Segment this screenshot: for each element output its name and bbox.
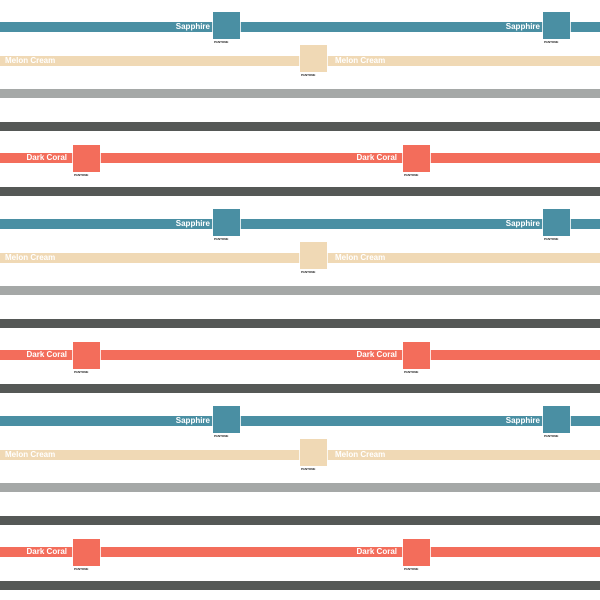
swatch-card [73, 566, 100, 573]
color-name-label: Dark Coral [26, 153, 67, 162]
pantone-brand-label: PANTONE [301, 270, 316, 274]
pantone-swatch [213, 406, 240, 433]
color-name-label: Sapphire [505, 22, 540, 31]
pantone-brand-label: PANTONE [214, 40, 229, 44]
stripe-gray [0, 286, 600, 295]
color-name-label: Sapphire [175, 416, 210, 425]
swatch-card [213, 433, 240, 440]
stripe-charcoal [0, 516, 600, 525]
swatch-card [300, 72, 327, 79]
stripe-gray [0, 89, 600, 98]
pantone-swatch [543, 406, 570, 433]
pantone-swatch [300, 439, 327, 466]
pantone-brand-label: PANTONE [301, 467, 316, 471]
pantone-swatch [73, 145, 100, 172]
pantone-swatch [300, 242, 327, 269]
pantone-swatch [403, 539, 430, 566]
swatch-card [403, 369, 430, 376]
pantone-swatch [213, 209, 240, 236]
color-name-label: Dark Coral [356, 547, 397, 556]
stripe-sapphire [0, 219, 600, 229]
pantone-brand-label: PANTONE [544, 434, 559, 438]
swatch-card [73, 369, 100, 376]
stripe-charcoal [0, 581, 600, 590]
swatch-card [543, 236, 570, 243]
color-name-label: Dark Coral [26, 350, 67, 359]
swatch-card [403, 566, 430, 573]
pantone-swatch [543, 12, 570, 39]
pantone-swatch [300, 45, 327, 72]
pantone-swatch [73, 342, 100, 369]
color-name-label: Melon Cream [5, 253, 56, 262]
color-name-label: Dark Coral [356, 153, 397, 162]
pantone-brand-label: PANTONE [74, 370, 89, 374]
color-name-label: Dark Coral [356, 350, 397, 359]
swatch-card [73, 172, 100, 179]
swatch-card [300, 466, 327, 473]
pantone-brand-label: PANTONE [404, 370, 419, 374]
stripe-charcoal [0, 319, 600, 328]
stripe-charcoal [0, 122, 600, 131]
color-name-label: Melon Cream [335, 450, 386, 459]
color-name-label: Sapphire [175, 219, 210, 228]
color-name-label: Dark Coral [26, 547, 67, 556]
stripe-dark-coral [0, 547, 600, 557]
pantone-swatch [543, 209, 570, 236]
pantone-swatch [73, 539, 100, 566]
color-name-label: Melon Cream [335, 253, 386, 262]
swatch-card [403, 172, 430, 179]
pantone-brand-label: PANTONE [544, 40, 559, 44]
pantone-brand-label: PANTONE [544, 237, 559, 241]
swatch-card [543, 433, 570, 440]
color-name-label: Sapphire [175, 22, 210, 31]
pantone-brand-label: PANTONE [214, 434, 229, 438]
pantone-brand-label: PANTONE [404, 173, 419, 177]
color-name-label: Sapphire [505, 416, 540, 425]
pantone-brand-label: PANTONE [214, 237, 229, 241]
pantone-brand-label: PANTONE [74, 567, 89, 571]
pantone-swatch [213, 12, 240, 39]
stripe-sapphire [0, 22, 600, 32]
stripe-sapphire [0, 416, 600, 426]
pantone-brand-label: PANTONE [74, 173, 89, 177]
stripe-gray [0, 483, 600, 492]
stripe-charcoal [0, 187, 600, 196]
pantone-brand-label: PANTONE [404, 567, 419, 571]
swatch-card [213, 236, 240, 243]
stripe-dark-coral [0, 153, 600, 163]
color-name-label: Melon Cream [5, 450, 56, 459]
pantone-brand-label: PANTONE [301, 73, 316, 77]
swatch-card [543, 39, 570, 46]
color-name-label: Melon Cream [5, 56, 56, 65]
color-name-label: Sapphire [505, 219, 540, 228]
stripe-dark-coral [0, 350, 600, 360]
color-name-label: Melon Cream [335, 56, 386, 65]
pantone-swatch [403, 342, 430, 369]
stripe-charcoal [0, 384, 600, 393]
pantone-swatch [403, 145, 430, 172]
swatch-card [213, 39, 240, 46]
swatch-card [300, 269, 327, 276]
